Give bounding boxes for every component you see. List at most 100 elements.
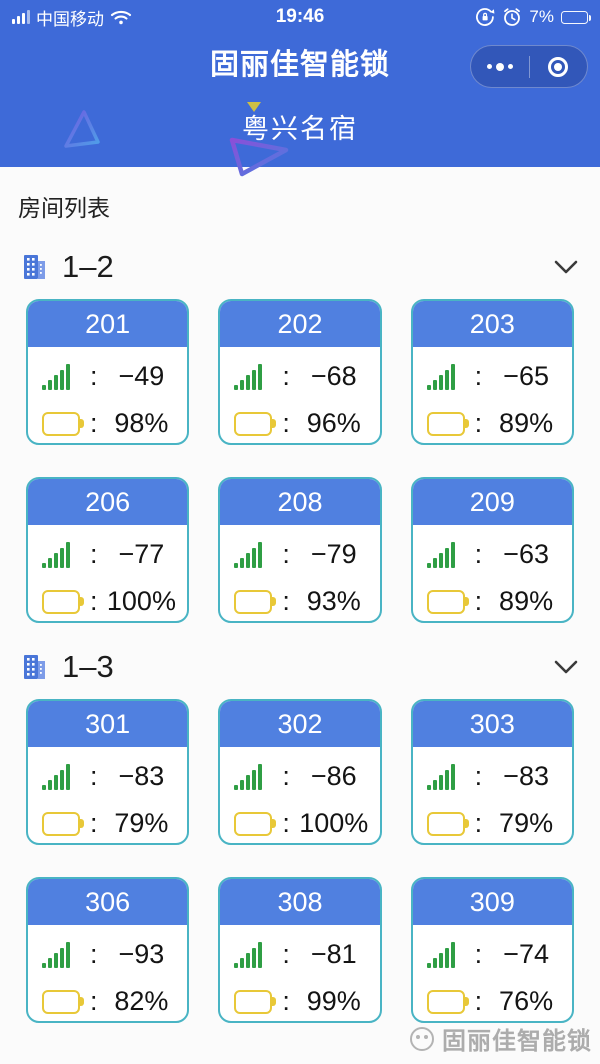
signal-value: −83 [118, 761, 165, 791]
blue-header-area: 中国移动 19:46 [0, 0, 600, 177]
battery-value: 76% [499, 986, 554, 1016]
brand-logo-icon [410, 1026, 434, 1051]
signal-value: −77 [118, 539, 165, 569]
signal-value: −65 [503, 361, 549, 391]
signal-icon [234, 941, 272, 968]
more-menu-button[interactable] [471, 46, 529, 87]
battery-icon [234, 811, 277, 836]
battery-value: 79% [114, 808, 169, 838]
room-number: 308 [220, 879, 380, 925]
battery-value: 98% [114, 408, 169, 438]
hotel-banner: 粤兴名宿 [0, 100, 600, 177]
room-number: 201 [28, 301, 188, 347]
section-title: 1–3 [62, 649, 114, 684]
capsule-close-button[interactable] [530, 46, 588, 87]
capsule-divider [528, 55, 530, 78]
battery-icon [234, 989, 277, 1014]
signal-icon [42, 941, 80, 968]
signal-value: −63 [503, 539, 549, 569]
battery-icon [42, 989, 84, 1014]
battery-value: 100% [106, 586, 176, 616]
room-card[interactable]: 308 : −81 :99% [218, 877, 382, 1023]
signal-icon [426, 941, 465, 968]
battery-value: 100% [299, 808, 369, 838]
battery-value: 93% [306, 586, 361, 616]
nav-bar: 固丽佳智能锁 [0, 34, 600, 100]
signal-icon [426, 763, 465, 790]
battery-icon [426, 811, 469, 836]
miniprogram-capsule [470, 45, 588, 88]
more-dots-icon [486, 62, 513, 71]
chevron-down-icon[interactable] [554, 660, 578, 675]
signal-icon [234, 541, 272, 568]
room-card[interactable]: 301 : −83 :79% [26, 699, 190, 845]
room-number: 309 [412, 879, 572, 925]
room-grid-1-2: 201 : −49 :98% 202 : −68 :96% 203 : −65 :89… [0, 291, 600, 623]
section-title: 1–2 [62, 249, 114, 284]
signal-value: −81 [310, 939, 357, 969]
room-number: 206 [28, 479, 188, 525]
battery-value: 89% [499, 408, 554, 438]
room-card[interactable]: 309 : −74 :76% [410, 877, 574, 1023]
battery-icon [234, 411, 277, 436]
watermark: 固丽佳智能锁 [410, 1021, 592, 1056]
cell-signal-icon [12, 10, 30, 24]
room-card[interactable]: 209 : −63 :89% [410, 477, 574, 623]
battery-icon [426, 589, 469, 614]
signal-icon [42, 763, 80, 790]
room-card[interactable]: 202 : −68 :96% [218, 299, 382, 445]
room-number: 203 [412, 301, 572, 347]
room-card[interactable]: 303 : −83 :79% [410, 699, 574, 845]
room-card[interactable]: 306 : −93 :82% [26, 877, 190, 1023]
battery-value: 99% [306, 986, 361, 1016]
room-number: 306 [28, 879, 188, 925]
carrier-label: 中国移动 [36, 9, 104, 29]
signal-value: −49 [118, 361, 165, 391]
chevron-down-icon[interactable] [554, 260, 578, 275]
room-number: 301 [28, 701, 188, 747]
room-number: 208 [220, 479, 380, 525]
battery-icon [426, 411, 469, 436]
room-card[interactable]: 208 : −79 :93% [218, 477, 382, 623]
status-left: 中国移动 [12, 5, 132, 30]
signal-icon [426, 363, 465, 390]
building-icon [24, 655, 45, 679]
signal-value: −93 [118, 939, 165, 969]
section-header-1-2[interactable]: 1–2 [0, 231, 600, 291]
watermark-text: 固丽佳智能锁 [442, 1028, 592, 1055]
battery-value: 82% [114, 986, 169, 1016]
battery-value: 89% [499, 586, 554, 616]
room-card[interactable]: 203 : −65 :89% [410, 299, 574, 445]
signal-value: −68 [310, 361, 357, 391]
room-list-page: 房间列表 1–2 201 [0, 167, 600, 1023]
signal-icon [234, 763, 272, 790]
room-number: 209 [412, 479, 572, 525]
battery-value: 79% [499, 808, 554, 838]
signal-icon [426, 541, 465, 568]
wifi-icon [110, 10, 132, 25]
battery-icon [426, 989, 469, 1014]
signal-value: −86 [310, 761, 357, 791]
hotel-name: 粤兴名宿 [242, 114, 358, 144]
room-number: 202 [220, 301, 380, 347]
room-card[interactable]: 206 : −77 :100% [26, 477, 190, 623]
alarm-clock-icon [504, 8, 521, 26]
battery-percent-label: 7% [529, 7, 554, 26]
room-number: 302 [220, 701, 380, 747]
signal-icon [234, 363, 272, 390]
building-icon [24, 255, 45, 279]
signal-icon [42, 541, 80, 568]
section-header-1-3[interactable]: 1–3 [0, 623, 600, 691]
status-battery-icon [561, 10, 591, 24]
page-title: 房间列表 [18, 195, 110, 221]
room-grid-1-3: 301 : −83 :79% 302 : −86 :100% 303 : −83 :7… [0, 691, 600, 1023]
room-card[interactable]: 302 : −86 :100% [218, 699, 382, 845]
room-number: 303 [412, 701, 572, 747]
signal-value: −83 [503, 761, 549, 791]
battery-value: 96% [306, 408, 361, 438]
battery-icon [42, 811, 84, 836]
room-card[interactable]: 201 : −49 :98% [26, 299, 190, 445]
signal-value: −74 [503, 939, 549, 969]
target-circle-icon [548, 56, 569, 77]
